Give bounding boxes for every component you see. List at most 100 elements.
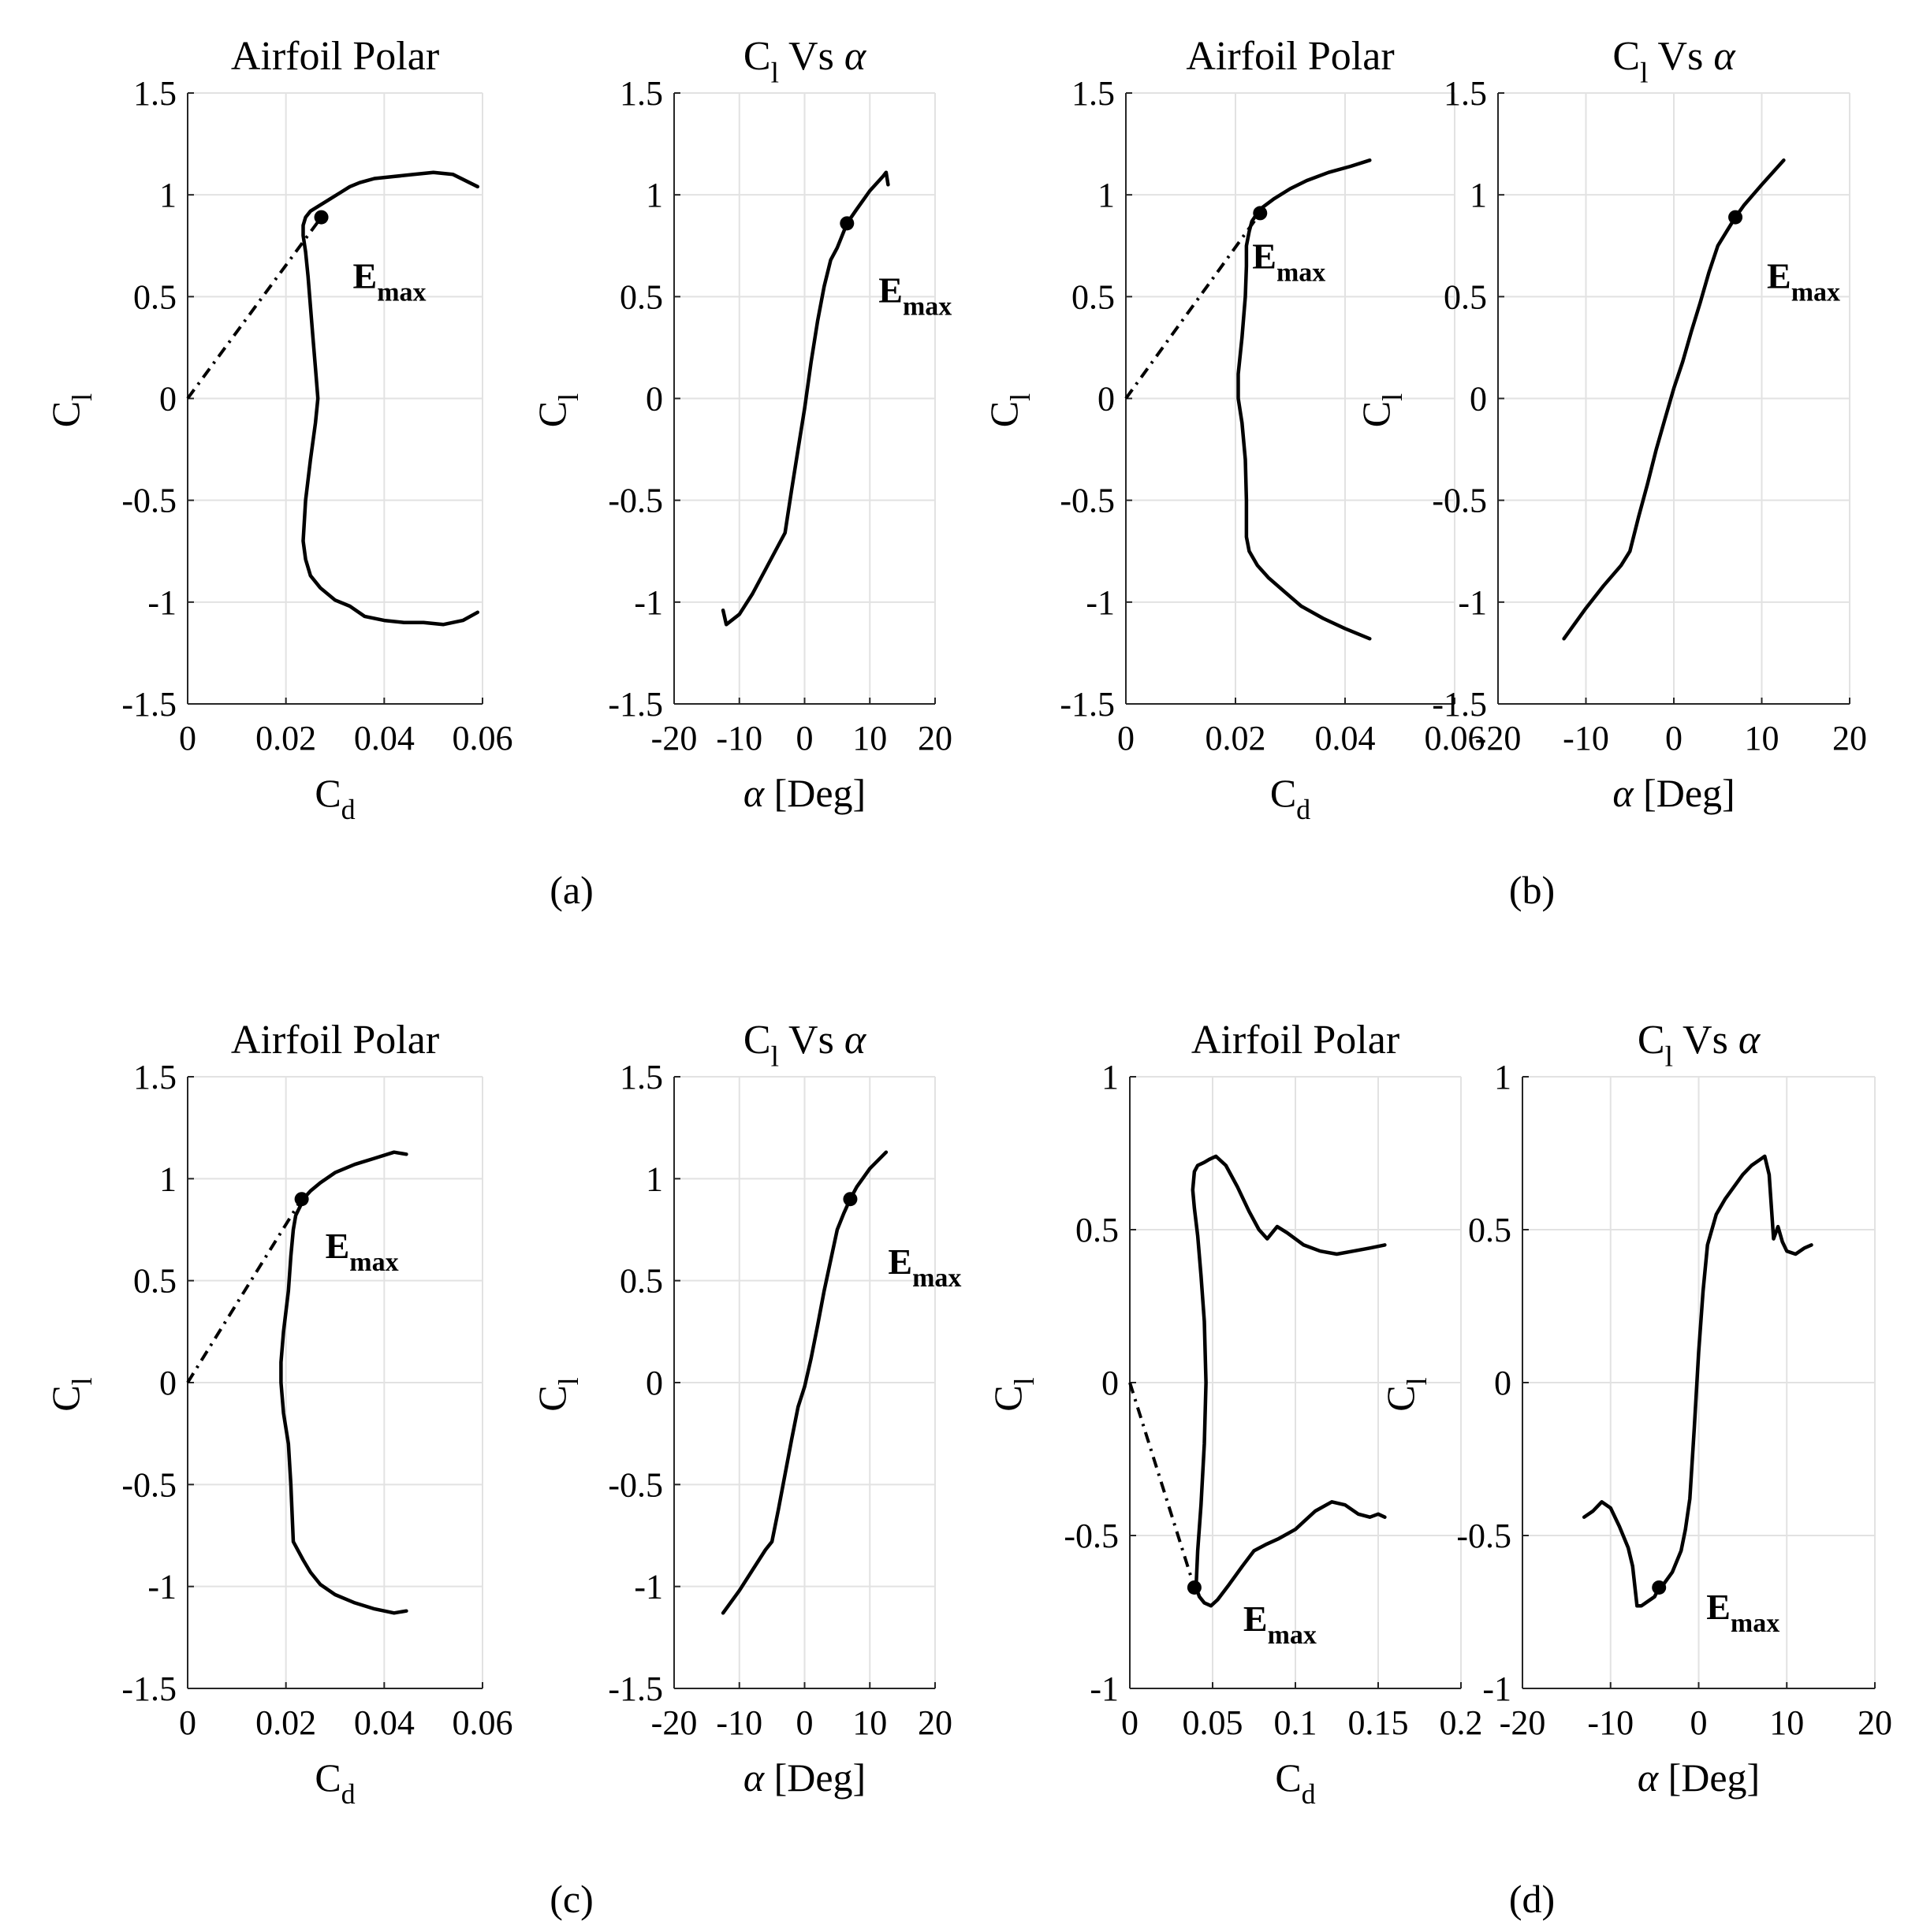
x-axis-label: Cd​ <box>315 1755 355 1810</box>
emax-marker <box>843 1192 858 1207</box>
y-tick-label: 0 <box>1470 380 1487 419</box>
y-axis-label: Cl​ <box>1378 1377 1433 1411</box>
x-tick-label: 20 <box>1832 719 1867 758</box>
y-tick-label: -0.5 <box>608 482 663 520</box>
x-tick-label: 0.02 <box>255 719 316 758</box>
panel-label: (d) <box>1509 1877 1555 1921</box>
y-tick-label: 1 <box>1101 1058 1119 1096</box>
x-tick-label: 0 <box>179 1703 196 1742</box>
chart-panel-6: -20 -10 0 10 20 -1.5 -1 -0.5 0 0.5 1 1.5 Cl​ Vs α α [… <box>530 1018 961 1800</box>
y-tick-label: -1 <box>1086 583 1115 622</box>
y-tick-label: -0.5 <box>1456 1517 1511 1555</box>
y-axis-label: Cl​ <box>43 393 98 427</box>
emax-label: Emax <box>1767 256 1840 307</box>
x-tick-label: 10 <box>1745 719 1779 758</box>
x-tick-label: 0.02 <box>255 1703 316 1742</box>
x-tick-label: 0.04 <box>354 719 415 758</box>
chart-title: Airfoil Polar <box>1186 34 1394 79</box>
x-axis-label: Cd​ <box>1275 1755 1315 1810</box>
y-tick-label: 1.5 <box>1444 74 1487 113</box>
y-axis-label: Cl​ <box>1354 393 1408 427</box>
y-tick-label: -1 <box>1458 583 1487 622</box>
y-tick-label: -1.5 <box>121 1670 177 1708</box>
x-tick-label: 0.04 <box>354 1703 415 1742</box>
x-tick-label: 10 <box>852 719 887 758</box>
tangent-line <box>186 1198 304 1384</box>
y-tick-label: 1.5 <box>1071 74 1115 113</box>
emax-marker <box>294 1192 309 1207</box>
chart-panel-2: -20 -10 0 10 20 -1.5 -1 -0.5 0 0.5 1 1.5 Cl​ Vs α α [… <box>530 34 952 815</box>
emax-label: Emax <box>326 1226 399 1277</box>
chart-panel-7: 0 0.05 0.1 0.15 0.2 -1 -0.5 0 0.5 1 Airfoil Polar C… <box>986 1018 1483 1810</box>
y-tick-label: 0.5 <box>133 277 177 316</box>
emax-label: Emax <box>878 270 952 321</box>
x-tick-label: 0 <box>796 1703 814 1742</box>
emax-marker <box>1253 206 1268 221</box>
y-axis-label: Cl​ <box>530 1377 584 1411</box>
chart-panel-1: 0 0.02 0.04 0.06 -1.5 -1 -0.5 0 0.5 1 1.5 Airfoil P… <box>43 34 513 825</box>
chart-title: Airfoil Polar <box>231 34 439 79</box>
x-tick-label: -10 <box>716 719 762 758</box>
x-axis-label: α [Deg] <box>743 771 866 815</box>
y-tick-label: -1.5 <box>1060 685 1115 724</box>
chart-title: Cl​ Vs α <box>743 34 867 90</box>
x-tick-label: 0.06 <box>1425 719 1485 758</box>
x-tick-label: 0 <box>1690 1703 1708 1742</box>
y-tick-label: 0 <box>646 1364 663 1402</box>
emax-label: Emax <box>1706 1587 1779 1638</box>
y-tick-label: 0.5 <box>1075 1211 1119 1249</box>
y-tick-label: -1 <box>1482 1670 1511 1708</box>
chart-title: Cl​ Vs α <box>1638 1018 1761 1074</box>
y-tick-label: 0.5 <box>1444 277 1487 316</box>
panel-label: (a) <box>550 868 594 912</box>
x-tick-label: 0.06 <box>453 1703 513 1742</box>
y-tick-label: 0 <box>646 380 663 419</box>
y-tick-label: -1.5 <box>121 685 177 724</box>
y-tick-label: -1 <box>1090 1670 1119 1708</box>
x-tick-label: 20 <box>1858 1703 1892 1742</box>
y-tick-label: 1 <box>646 176 663 214</box>
y-tick-label: 0.5 <box>1071 277 1115 316</box>
x-axis-label: Cd​ <box>1270 771 1310 825</box>
tangent-line <box>186 216 323 400</box>
x-tick-label: 0.05 <box>1183 1703 1243 1742</box>
x-tick-label: -20 <box>651 719 698 758</box>
y-tick-label: -1.5 <box>1432 685 1487 724</box>
y-tick-label: 0 <box>1097 380 1115 419</box>
x-tick-label: 0 <box>1665 719 1683 758</box>
x-tick-label: 0 <box>796 719 814 758</box>
y-tick-label: -0.5 <box>121 482 177 520</box>
emax-label: Emax <box>353 256 427 307</box>
series-line-polar <box>1191 1154 1387 1608</box>
y-axis-label: Cl​ <box>530 393 584 427</box>
panel-label: (c) <box>550 1877 594 1921</box>
y-tick-label: 1 <box>1470 176 1487 214</box>
x-tick-label: 0.1 <box>1274 1703 1317 1742</box>
chart-title: Cl​ Vs α <box>743 1018 867 1074</box>
tangent-line <box>1128 1382 1196 1588</box>
x-tick-label: 0 <box>1121 1703 1138 1742</box>
chart-panel-8: -20 -10 0 10 20 -1 -0.5 0 0.5 1 Cl​ Vs α α [Deg] Cl​… <box>1378 1018 1892 1800</box>
y-tick-label: -1 <box>634 583 663 622</box>
chart-title: Airfoil Polar <box>1191 1018 1399 1063</box>
y-tick-label: -0.5 <box>1432 482 1487 520</box>
chart-panel-5: 0 0.02 0.04 0.06 -1.5 -1 -0.5 0 0.5 1 1.5 Airfoil P… <box>43 1018 513 1810</box>
y-tick-label: -1.5 <box>608 685 663 724</box>
x-tick-label: 0.15 <box>1348 1703 1409 1742</box>
emax-marker <box>1652 1580 1667 1595</box>
x-tick-label: 0.04 <box>1315 719 1376 758</box>
y-tick-label: 0 <box>1101 1364 1119 1402</box>
x-tick-label: 20 <box>918 719 952 758</box>
y-tick-label: 1 <box>1097 176 1115 214</box>
emax-marker <box>314 210 329 225</box>
x-tick-label: -20 <box>1475 719 1522 758</box>
y-tick-label: 0 <box>1494 1364 1511 1402</box>
series-line-polar <box>279 1150 408 1615</box>
series-line-polar <box>1236 158 1372 641</box>
x-tick-label: 10 <box>1769 1703 1804 1742</box>
series-line-lift <box>721 170 890 627</box>
y-tick-label: 0 <box>159 380 177 419</box>
x-tick-label: 20 <box>918 1703 952 1742</box>
series-line-lift <box>1582 1154 1813 1608</box>
y-tick-label: 0.5 <box>620 277 663 316</box>
